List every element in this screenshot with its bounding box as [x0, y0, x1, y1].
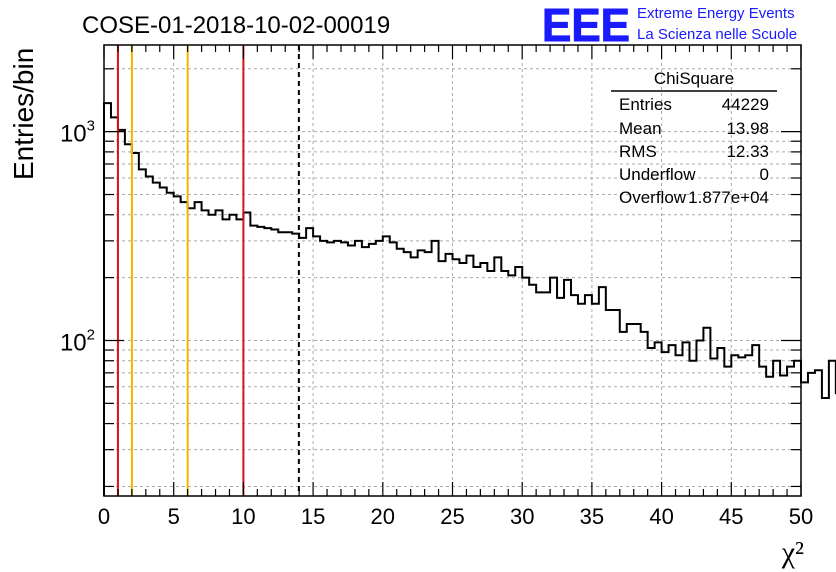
stats-value-entries: 44229 — [722, 95, 769, 114]
x-tick-label: 0 — [98, 504, 110, 529]
stats-value-underflow: 0 — [760, 165, 769, 184]
grid — [104, 45, 801, 496]
eee-logo: EEE Extreme Energy Events La Scienza nel… — [542, 0, 798, 52]
stats-label-mean: Mean — [619, 119, 662, 138]
stats-label-rms: RMS — [619, 142, 657, 161]
stats-value-overflow: 1.877e+04 — [688, 188, 769, 207]
stats-label-underflow: Underflow — [619, 165, 696, 184]
x-tick-label: 35 — [580, 504, 604, 529]
x-tick-label: 45 — [719, 504, 743, 529]
logo-eee: EEE — [542, 0, 630, 51]
stats-title: ChiSquare — [654, 69, 734, 88]
x-tick-label: 50 — [789, 504, 813, 529]
x-tick-label: 15 — [301, 504, 325, 529]
reference-lines — [116, 45, 300, 496]
x-tick-label: 40 — [649, 504, 673, 529]
histogram-step-line — [103, 102, 836, 496]
stats-label-entries: Entries — [619, 95, 672, 114]
stats-value-mean: 13.98 — [726, 119, 769, 138]
y-tick-labels: 102 103 — [60, 118, 95, 357]
chart-title: COSE-01-2018-10-02-00019 — [82, 12, 390, 39]
stats-label-overflow: Overflow — [619, 188, 687, 207]
x-tick-label: 10 — [231, 504, 255, 529]
axis-ticks — [103, 45, 802, 496]
stats-box: ChiSquare Entries 44229 Mean 13.98 RMS 1… — [611, 69, 777, 207]
y-axis-label: Entries/bin — [8, 48, 39, 180]
x-tick-label: 25 — [440, 504, 464, 529]
y-tick-label: 103 — [60, 118, 95, 148]
x-tick-labels: 0 5 10 15 20 25 30 35 40 45 50 — [98, 504, 813, 529]
x-tick-label: 30 — [510, 504, 534, 529]
stats-value-rms: 12.33 — [726, 142, 769, 161]
x-tick-label: 5 — [168, 504, 180, 529]
x-tick-label: 20 — [371, 504, 395, 529]
y-tick-label: 102 — [60, 326, 95, 356]
histogram-series — [103, 102, 836, 496]
logo-line-1: Extreme Energy Events — [637, 5, 795, 22]
logo-line-2: La Scienza nelle Scuole — [637, 26, 797, 43]
x-axis-label: χ² — [781, 536, 804, 569]
